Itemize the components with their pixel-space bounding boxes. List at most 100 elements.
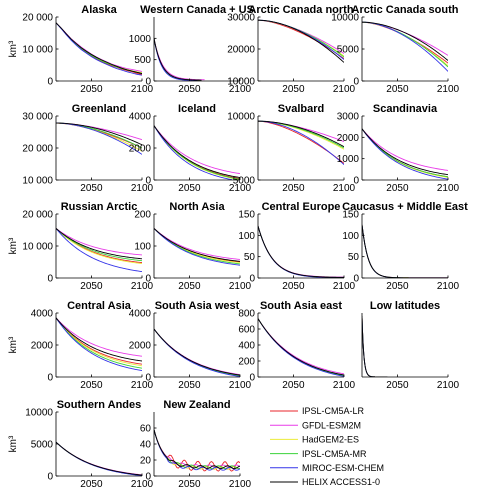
series-line-hadgem2-es <box>362 224 448 278</box>
y-tick-label: 0 <box>145 176 151 187</box>
panel-scandinavia: Scandinavia 0 1000 2000 3000 2050 2100 <box>337 103 460 194</box>
series-line-ipsl-cm5a-mr <box>56 317 142 369</box>
series-line-ipsl-cm5a-lr <box>362 224 448 278</box>
series-line-hadgem2-es <box>56 317 142 367</box>
x-tick-label: 2100 <box>131 479 154 487</box>
series-line-helix-access1-0 <box>362 128 448 176</box>
panel-title: Arctic Canada south <box>352 4 459 16</box>
y-tick-label: 40 <box>140 440 152 451</box>
panel-title: Greenland <box>72 103 126 115</box>
x-tick-label: 2100 <box>229 183 252 194</box>
series-line-hadgem2-es <box>258 225 344 278</box>
panel-low-latitudes: Low latitudes 2050 2100 <box>361 300 460 391</box>
x-tick-label: 2100 <box>131 183 154 194</box>
panel-title: Russian Arctic <box>61 201 138 213</box>
series-line-ipsl-cm5a-lr <box>362 128 448 178</box>
series-line-ipsl-cm5a-mr <box>154 429 240 470</box>
series-line-gfdl-esm2m <box>362 128 448 171</box>
series-line-gfdl-esm2m <box>154 228 240 260</box>
panel-southern-andes: Southern Andes km³ 0 5000 10000 2050 2100 <box>8 399 154 487</box>
y-tick-label: 2000 <box>129 144 152 155</box>
panel-title: Central Europe <box>262 201 341 213</box>
series-line-gfdl-esm2m <box>258 318 344 375</box>
series-line-helix-access1-0 <box>258 318 344 376</box>
series-line-miroc-esm-chem <box>56 317 142 372</box>
legend-label: GFDL-ESM2M <box>302 420 361 430</box>
series-line-hadgem2-es <box>56 228 142 265</box>
series-line-miroc-esm-chem <box>154 228 240 266</box>
series-line-ipsl-cm5a-lr <box>154 328 240 377</box>
panel-north-asia: North Asia 0 100 200 2050 2100 <box>134 201 251 292</box>
series-line-gfdl-esm2m <box>258 120 344 143</box>
series-line-ipsl-cm5a-mr <box>258 225 344 278</box>
series-line-gfdl-esm2m <box>154 328 240 376</box>
x-tick-label: 2100 <box>437 183 460 194</box>
series-line-helix-access1-0 <box>56 122 142 146</box>
series-line-gfdl-esm2m <box>258 19 344 54</box>
x-tick-label: 2100 <box>437 84 460 95</box>
x-tick-label: 2050 <box>386 84 409 95</box>
x-tick-label: 2100 <box>229 380 252 391</box>
y-tick-label: 0 <box>249 373 255 384</box>
legend: IPSL-CM5A-LR GFDL-ESM2M HadGEM2-ES IPSL-CM5… <box>270 406 384 487</box>
panel-russian-arctic: Russian Arctic km³ 0 10 000 20 000 2050 2100 <box>8 201 154 292</box>
series-line-hadgem2-es <box>258 19 344 57</box>
panel-title: Alaska <box>81 4 117 16</box>
y-tick-label: 1000 <box>337 154 360 165</box>
y-tick-label: 0 <box>145 373 151 384</box>
series-line-ipsl-cm5a-lr <box>154 228 240 263</box>
series-line-helix-access1-0 <box>56 22 142 75</box>
series-line-gfdl-esm2m <box>56 441 142 476</box>
y-tick-label: 500 <box>134 55 151 66</box>
x-tick-label: 2050 <box>178 281 201 292</box>
x-tick-label: 2100 <box>333 183 356 194</box>
y-tick-label: 10 000 <box>22 176 53 187</box>
series-line-helix-access1-0 <box>258 19 344 63</box>
series-line-hadgem2-es <box>154 38 200 81</box>
panel-central-europe: Central Europe 0 50 100 150 2050 2100 <box>238 201 355 292</box>
y-tick-label: 150 <box>238 210 255 221</box>
y-tick-label: 100 <box>342 231 359 242</box>
x-tick-label: 2050 <box>282 183 305 194</box>
y-axis-label: km³ <box>8 40 19 57</box>
x-tick-label: 2100 <box>229 479 252 487</box>
panel-title: Western Canada + US <box>140 4 254 16</box>
series-line-helix-access1-0 <box>362 224 448 278</box>
series-line-ipsl-cm5a-mr <box>56 228 142 262</box>
series-line-ipsl-cm5a-lr <box>258 318 344 376</box>
series-line-ipsl-cm5a-lr <box>258 225 344 278</box>
series-line-ipsl-cm5a-mr <box>154 38 200 81</box>
series-line-helix-access1-0 <box>154 228 240 262</box>
series-line-hadgem2-es <box>154 328 240 377</box>
y-tick-label: 100 <box>238 231 255 242</box>
y-tick-label: 10000 <box>227 112 255 123</box>
series-line-miroc-esm-chem <box>154 429 240 471</box>
panel-greenland: Greenland 10 000 20 000 30 000 2050 2100 <box>22 103 153 194</box>
series-line-gfdl-esm2m <box>362 224 448 278</box>
series-line-miroc-esm-chem <box>362 224 448 278</box>
series-line-helix-access1-0 <box>154 125 240 179</box>
y-tick-label: 20 <box>140 456 152 467</box>
series-line-miroc-esm-chem <box>258 225 344 278</box>
series-line-ipsl-cm5a-mr <box>362 224 448 278</box>
legend-label: HadGEM2-ES <box>302 435 359 445</box>
x-tick-label: 2100 <box>333 281 356 292</box>
x-tick-label: 2050 <box>80 281 103 292</box>
series-line-ipsl-cm5a-mr <box>362 128 448 178</box>
panel-central-asia: Central Asia km³ 0 2000 4000 2050 2100 <box>8 300 154 391</box>
y-tick-label: 0 <box>145 274 151 285</box>
panel-title: New Zealand <box>163 399 230 411</box>
y-tick-label: 50 <box>348 252 360 263</box>
panel-iceland: Iceland 0 2000 4000 2050 2100 <box>129 103 252 194</box>
y-tick-label: 5000 <box>337 45 360 56</box>
series-line-helix-access1-0 <box>56 441 142 476</box>
x-tick-label: 2050 <box>386 380 409 391</box>
y-tick-label: 20 000 <box>22 210 53 221</box>
series-line-miroc-esm-chem <box>258 318 344 377</box>
y-tick-label: 30 000 <box>22 112 53 123</box>
x-tick-label: 2100 <box>131 380 154 391</box>
y-tick-label: 0 <box>47 77 53 88</box>
x-tick-label: 2100 <box>333 84 356 95</box>
